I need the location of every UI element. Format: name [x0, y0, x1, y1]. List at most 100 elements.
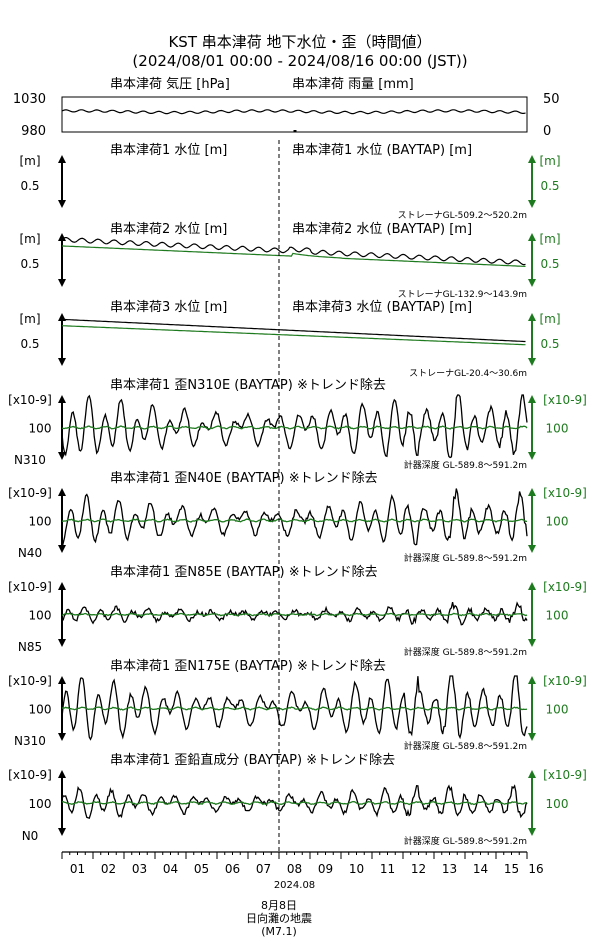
x-tick-label-2: 03	[132, 862, 147, 876]
strain-baytap-line	[61, 612, 528, 617]
panel-1: 串本津荷 気圧 [hPa] 串本津荷 雨量 [mm] 1030 980 50 0	[13, 76, 560, 139]
tick-right: 0.5	[540, 337, 559, 351]
left-range-arrow-head-up	[58, 488, 66, 496]
panel-5: 串本津荷1 歪N310E (BAYTAP) ※トレンド除去 [x10-9] 100 N…	[8, 378, 587, 471]
right-range-arrow	[528, 395, 536, 460]
unit-right: [x10-9]	[543, 486, 587, 500]
water-title: 串本津荷3 水位 [m]	[110, 300, 227, 315]
left-range-arrow-head-down	[58, 358, 66, 366]
unit-right: [m]	[539, 232, 560, 246]
right-range-arrow	[528, 155, 536, 208]
right-range-arrow-head-up	[528, 313, 536, 321]
pressure-tick-top: 1030	[13, 92, 46, 107]
x-tick-label-6: 07	[256, 862, 271, 876]
x-tick-label-15: 16	[528, 862, 543, 876]
strain-title: 串本津荷1 歪鉛直成分 (BAYTAP) ※トレンド除去	[110, 753, 395, 768]
panel-8: 串本津荷1 歪N175E (BAYTAP) ※トレンド除去 [x10-9] 100 N…	[8, 659, 587, 752]
left-range-arrow-head-up	[58, 582, 66, 590]
x-tick-label-8: 09	[318, 862, 333, 876]
left-range-arrow	[58, 395, 66, 460]
tick-right: 0.5	[540, 179, 559, 193]
strain-observed-line	[61, 784, 528, 820]
baytap-line	[61, 325, 526, 346]
strain-baytap-line	[61, 800, 528, 806]
unit-right: [x10-9]	[543, 674, 587, 688]
tick-left: 100	[29, 703, 52, 717]
panel-3: 串本津荷2 水位 [m] 串本津荷2 水位 (BAYTAP) [m] [m] 0.5 […	[19, 222, 560, 300]
right-range-arrow-head-up	[528, 488, 536, 496]
water-title: 串本津荷1 水位 [m]	[110, 143, 227, 158]
strain-observed-line	[61, 488, 528, 546]
x-tick-label-10: 11	[380, 862, 395, 876]
event-magnitude: (M7.1)	[261, 925, 297, 938]
right-range-arrow-head-up	[528, 155, 536, 163]
tick-right: 100	[546, 797, 569, 811]
strain-baytap-line	[61, 706, 528, 711]
panel-9: 串本津荷1 歪鉛直成分 (BAYTAP) ※トレンド除去 [x10-9] 100 N0…	[8, 753, 587, 847]
left-range-arrow	[58, 233, 66, 287]
water-baytap-title: 串本津荷3 水位 (BAYTAP) [m]	[292, 300, 472, 315]
tick-right: 100	[546, 609, 569, 623]
right-range-arrow-head-up	[528, 395, 536, 403]
chart-title: KST 串本津荷 地下水位・歪（時間値）	[168, 33, 431, 51]
strain-baytap-line	[61, 518, 528, 523]
unit-right: [x10-9]	[543, 768, 587, 782]
water-baytap-title: 串本津荷2 水位 (BAYTAP) [m]	[292, 222, 472, 237]
observed-line	[62, 318, 526, 343]
x-tick-label-4: 05	[194, 862, 209, 876]
unit-right: [x10-9]	[543, 580, 587, 594]
x-tick-label-0: 01	[70, 862, 85, 876]
right-range-arrow-head-up	[528, 676, 536, 684]
unit-left: [x10-9]	[8, 674, 52, 688]
left-range-arrow	[58, 582, 66, 647]
left-range-arrow	[58, 313, 66, 366]
panels-group: 串本津荷 気圧 [hPa] 串本津荷 雨量 [mm] 1030 980 50 0 串本津荷1…	[8, 76, 587, 847]
right-range-arrow-head-up	[528, 770, 536, 778]
left-range-arrow	[58, 770, 66, 836]
left-range-arrow-head-up	[58, 233, 66, 241]
unit-left: [x10-9]	[8, 768, 52, 782]
x-tick-label-11: 12	[411, 862, 426, 876]
tick-right: 100	[546, 422, 569, 436]
tick-right: 100	[546, 703, 569, 717]
right-range-arrow-head-down	[528, 279, 536, 287]
panel-4: 串本津荷3 水位 [m] 串本津荷3 水位 (BAYTAP) [m] [m] 0.5 […	[19, 300, 560, 379]
component-label: N310	[14, 734, 46, 748]
observed-line	[61, 237, 526, 266]
depth-note: 計器深度 GL-589.8～591.2m	[404, 835, 527, 847]
strain-observed-line	[61, 394, 528, 459]
rain-bar-0	[293, 130, 297, 132]
strain-observed-line	[61, 675, 528, 741]
water-baytap-title: 串本津荷1 水位 (BAYTAP) [m]	[292, 143, 472, 158]
pressure-line	[61, 109, 526, 115]
tick-left: 100	[29, 422, 52, 436]
left-range-arrow-head-up	[58, 395, 66, 403]
unit-left: [x10-9]	[8, 486, 52, 500]
component-label: N85	[18, 640, 42, 654]
unit-left: [m]	[19, 312, 40, 326]
strain-title: 串本津荷1 歪N175E (BAYTAP) ※トレンド除去	[110, 659, 386, 674]
pressure-title: 串本津荷 気圧 [hPa]	[110, 76, 230, 92]
pressure-frame	[61, 96, 528, 133]
left-range-arrow-head-down	[58, 545, 66, 553]
x-tick-label-12: 13	[442, 862, 457, 876]
rain-title: 串本津荷 雨量 [mm]	[292, 77, 414, 92]
x-tick-label-13: 14	[473, 862, 488, 876]
right-range-arrow	[528, 233, 536, 287]
rain-tick-bottom: 0	[543, 124, 551, 139]
left-range-arrow-head-down	[58, 828, 66, 836]
right-range-arrow-head-down	[528, 452, 536, 460]
chart-subtitle: (2024/08/01 00:00 - 2024/08/16 00:00 (JS…	[132, 52, 467, 70]
tick-left: 0.5	[20, 337, 39, 351]
panel-7: 串本津荷1 歪N85E (BAYTAP) ※トレンド除去 [x10-9] 100 N8…	[8, 565, 587, 658]
tick-left: 0.5	[20, 179, 39, 193]
strain-baytap-line	[61, 425, 528, 430]
strainer-note: ストレーナGL-20.4～30.6m	[409, 368, 527, 379]
right-range-arrow-head-down	[528, 200, 536, 208]
right-range-arrow	[528, 582, 536, 647]
right-range-arrow-head-down	[528, 639, 536, 647]
strain-observed-line	[61, 601, 528, 626]
tick-left: 100	[29, 515, 52, 529]
strain-title: 串本津荷1 歪N310E (BAYTAP) ※トレンド除去	[110, 378, 386, 393]
